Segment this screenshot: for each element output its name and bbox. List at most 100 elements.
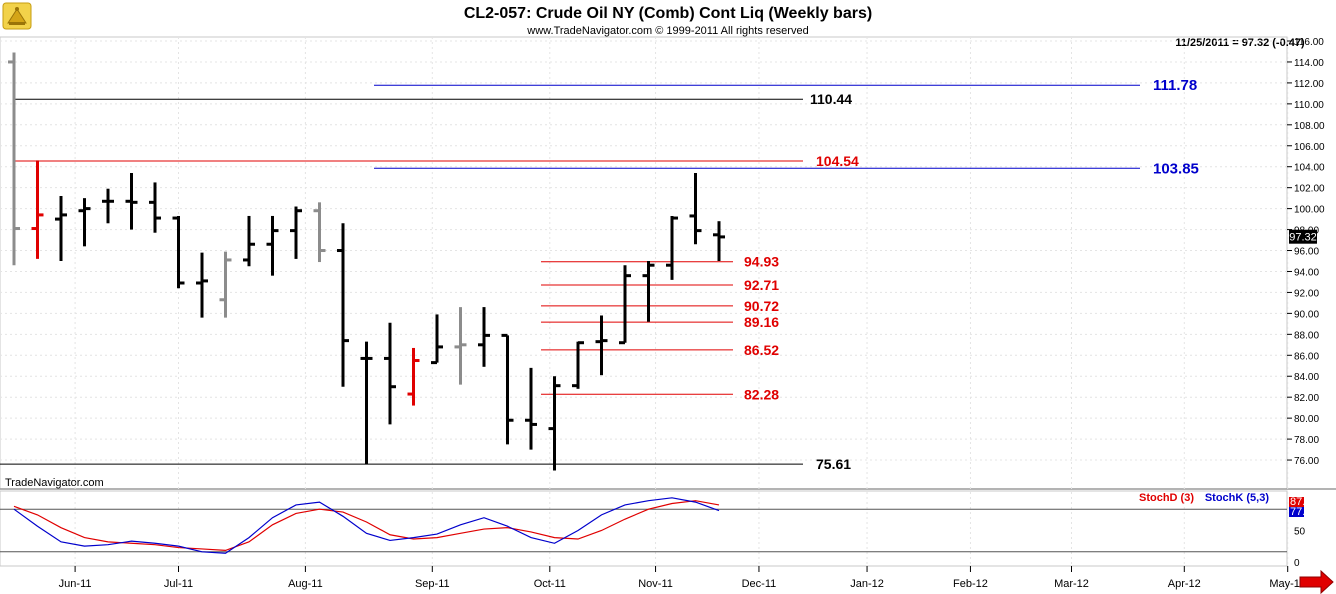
stoch-tick-label: 0 [1294, 558, 1300, 569]
level-label-111.78: 111.78 [1153, 77, 1197, 94]
time-tick-label: Feb-12 [953, 578, 988, 590]
price-tick-label: 94.00 [1294, 267, 1319, 278]
price-tick-label: 112.00 [1294, 79, 1324, 90]
time-tick-label: Nov-11 [638, 578, 673, 590]
ohlc-bar [713, 221, 725, 261]
scroll-right-arrow-icon[interactable] [1299, 569, 1334, 594]
time-tick-label: Dec-11 [742, 578, 777, 590]
stochk-value-tag [1289, 507, 1304, 517]
time-tick-label: Mar-12 [1054, 578, 1089, 590]
ohlc-bar [219, 251, 232, 318]
level-label-89.16: 89.16 [744, 314, 779, 330]
ohlc-bar [290, 206, 302, 259]
ohlc-bar [525, 367, 537, 450]
ohlc-bar [666, 215, 678, 280]
ohlc-bar [313, 202, 326, 263]
ohlc-bar [454, 307, 467, 385]
price-tick-label: 90.00 [1294, 309, 1319, 320]
price-tick-label: 76.00 [1294, 456, 1319, 467]
price-tick-label: 100.00 [1294, 205, 1325, 216]
time-tick-label: Jul-11 [164, 578, 193, 590]
stochk-line [13, 497, 720, 554]
grid-lines [0, 37, 1289, 566]
price-tick-label: 104.00 [1294, 163, 1325, 174]
ohlc-bar [619, 265, 631, 345]
ohlc-bar [266, 215, 279, 276]
ohlc-bar [172, 215, 185, 289]
ohlc-bar [8, 52, 20, 266]
stochd-legend: StochD (3) [1139, 492, 1194, 504]
ohlc-bar [243, 215, 255, 267]
ohlc-bar [548, 376, 561, 471]
stochk-last-value: 77.61 [1290, 506, 1318, 518]
time-tick-label: Aug-11 [288, 578, 323, 590]
copyright-text: www.TradeNavigator.com © 1999-2011 All r… [526, 25, 808, 37]
time-tick-label: Jun-11 [59, 578, 92, 590]
price-tick-label: 102.00 [1294, 184, 1325, 195]
last-price-label: 97.32 [1289, 232, 1317, 244]
ohlc-bar [31, 160, 44, 259]
level-label-104.54: 104.54 [816, 153, 859, 169]
stochk-legend: StochK (5,3) [1205, 492, 1270, 504]
time-tick-label: Oct-11 [534, 578, 566, 590]
price-tick-label: 86.00 [1294, 351, 1319, 362]
ohlc-bar [360, 341, 373, 465]
ohlc-bar [595, 315, 608, 376]
level-label-90.72: 90.72 [744, 298, 779, 314]
stochastic-panel-frame [0, 490, 1288, 567]
ohlc-bar [689, 173, 702, 245]
price-tick-label: 84.00 [1294, 372, 1319, 383]
price-tick-label: 106.00 [1294, 142, 1325, 153]
tradenavigator-logo-icon [2, 2, 32, 30]
level-label-82.28: 82.28 [744, 386, 779, 402]
stochastic-lines: 0 50 [0, 497, 1306, 569]
level-label-103.85: 103.85 [1153, 160, 1199, 177]
ohlc-bar [149, 182, 161, 233]
ohlc-bar [642, 261, 655, 322]
ohlc-bar [337, 223, 349, 387]
ohlc-bar [102, 188, 114, 224]
stochd-last-value: 87.84 [1290, 496, 1318, 508]
stoch-tick-label: 50 [1294, 527, 1306, 538]
watermark-text: TradeNavigator.com [5, 477, 104, 489]
price-tick-label: 110.00 [1294, 100, 1324, 111]
ohlc-bars [8, 52, 725, 471]
ohlc-bar [384, 322, 396, 425]
price-tick-label: 78.00 [1294, 435, 1319, 446]
time-tick-label: Sep-11 [415, 578, 450, 590]
ohlc-bar [125, 173, 138, 230]
price-tick-label: 114.00 [1294, 58, 1324, 69]
ohlc-bar [55, 196, 67, 261]
ohlc-bar [501, 333, 514, 445]
price-tick-label: 108.00 [1294, 121, 1325, 132]
price-tick-label: 116.00 [1294, 37, 1324, 48]
ohlc-bar [407, 347, 420, 406]
chart-title: CL2-057: Crude Oil NY (Comb) Cont Liq (W… [464, 5, 872, 22]
stochd-line [13, 500, 720, 551]
price-tick-label: 80.00 [1294, 414, 1319, 425]
ohlc-bar [431, 314, 443, 365]
price-tick-label: 82.00 [1294, 393, 1319, 404]
ohlc-bar [196, 252, 208, 318]
level-label-92.71: 92.71 [744, 277, 779, 293]
price-tick-label: 88.00 [1294, 330, 1319, 341]
level-label-86.52: 86.52 [744, 342, 779, 358]
time-tick-label: Jan-12 [850, 578, 884, 590]
level-label-94.93: 94.93 [744, 254, 779, 270]
level-label-110.44: 110.44 [810, 91, 852, 107]
price-tick-label: 92.00 [1294, 288, 1319, 299]
time-tick-label: May-12 [1269, 578, 1306, 590]
price-axis: 76.00 78.00 80.00 82.00 84.00 86.00 88.00 90.00… [1287, 37, 1325, 467]
ohlc-bar [78, 198, 91, 247]
level-label-75.61: 75.61 [816, 456, 851, 472]
stochd-value-tag [1289, 497, 1304, 507]
last-quote-text: 11/25/2011 = 97.32 (-0.47) [1175, 37, 1305, 49]
time-axis: Jun-11 Jul-11 Aug-11 Sep-11 Oct-11 Nov-11 Dec-… [59, 566, 1306, 590]
ohlc-bar [478, 307, 490, 367]
time-tick-label: Apr-12 [1168, 578, 1201, 590]
last-price-marker: 97.32 [1289, 229, 1317, 244]
ohlc-bar [572, 341, 584, 389]
